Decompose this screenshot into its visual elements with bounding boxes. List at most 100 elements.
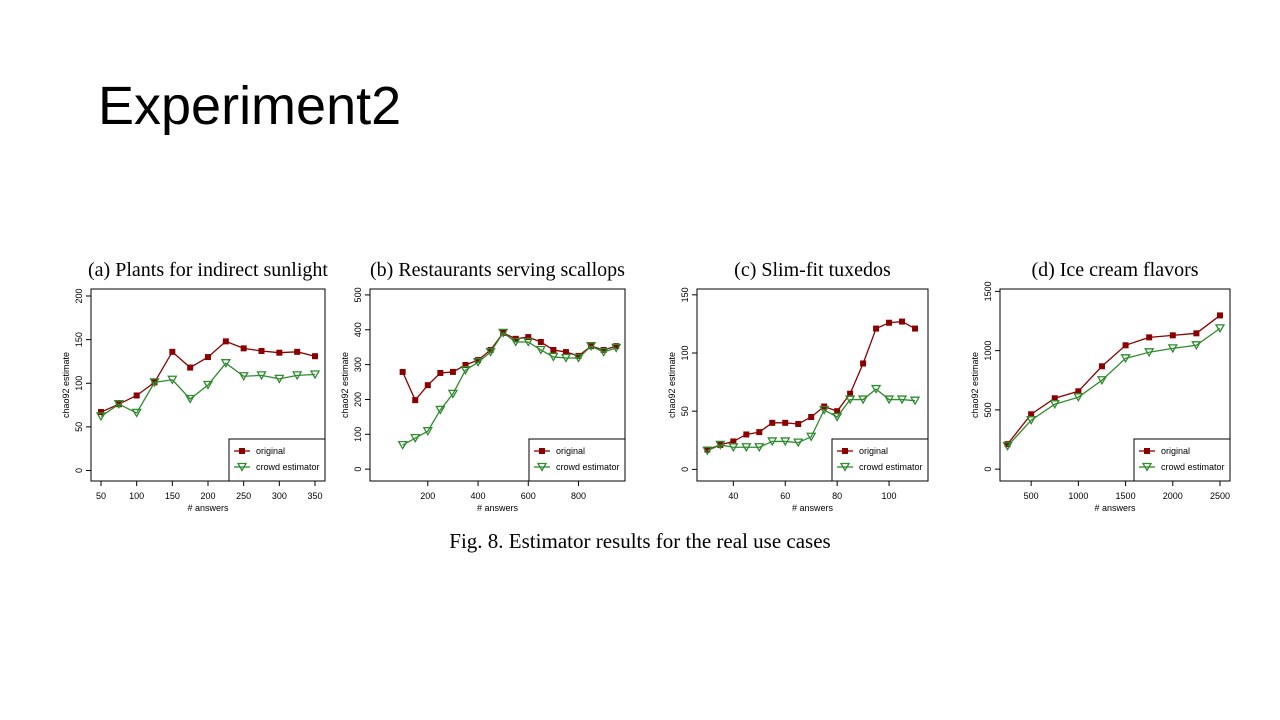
marker (834, 408, 841, 415)
marker (274, 374, 285, 384)
marker (883, 395, 895, 405)
marker (312, 353, 319, 360)
x-tick-label: 80 (832, 491, 842, 501)
chart: (a) Plants for indirect sunlight 50 100 150… (61, 259, 328, 513)
marker (839, 462, 851, 472)
y-tick-label: 100 (353, 427, 363, 442)
marker (743, 431, 750, 438)
marker (1096, 376, 1108, 386)
marker (399, 368, 406, 375)
marker (857, 395, 869, 405)
y-tick-label: 500 (983, 402, 993, 417)
marker (702, 446, 713, 456)
y-tick-label: 0 (983, 467, 993, 472)
marker (1193, 330, 1200, 337)
marker (97, 409, 104, 416)
x-tick-label: 60 (780, 491, 790, 501)
y-tick-label: 300 (353, 357, 363, 372)
marker (769, 419, 776, 426)
marker (1120, 354, 1131, 364)
marker (422, 427, 433, 436)
marker (598, 347, 609, 357)
marker (523, 337, 534, 347)
marker (292, 371, 303, 381)
legend-label: crowd estimator (859, 462, 923, 472)
legend-label: crowd estimator (556, 462, 620, 472)
series-line (1007, 327, 1221, 447)
marker (550, 346, 557, 353)
x-tick-label: 1500 (1116, 491, 1136, 501)
marker (613, 343, 620, 350)
marker (611, 343, 622, 353)
legend-label: original (256, 446, 285, 456)
x-tick-label: 800 (571, 491, 586, 501)
marker (1144, 348, 1155, 358)
marker (600, 346, 607, 353)
marker (1073, 393, 1084, 403)
chart: (b) Restaurants serving scallops 200 400 60… (340, 259, 626, 513)
marker (535, 345, 546, 355)
x-tick-label: 300 (272, 491, 287, 501)
x-tick-label: 350 (307, 491, 322, 501)
y-tick-label: 100 (74, 376, 84, 391)
x-tick-label: 50 (96, 491, 106, 501)
y-tick-label: 0 (680, 467, 690, 472)
marker (896, 395, 908, 405)
marker (220, 359, 231, 368)
marker (510, 337, 521, 347)
x-axis-label: # answers (1094, 503, 1136, 513)
marker (95, 412, 107, 422)
marker (1122, 342, 1129, 349)
marker (449, 368, 456, 375)
series-line (707, 388, 916, 452)
figure-caption: Fig. 8. Estimator results for the real u… (449, 529, 830, 553)
marker (1026, 416, 1037, 426)
y-tick-label: 1500 (983, 281, 993, 301)
series-line (707, 320, 916, 451)
legend-frame (228, 438, 326, 482)
marker (847, 390, 854, 397)
marker (185, 394, 196, 404)
x-tick-label: 250 (236, 491, 251, 501)
marker (258, 347, 265, 354)
x-tick-label: 1000 (1068, 491, 1088, 501)
series-line (402, 331, 617, 446)
marker (899, 318, 906, 325)
marker (1028, 411, 1035, 418)
marker (276, 349, 283, 356)
plot-frame (999, 288, 1231, 482)
marker (472, 358, 484, 367)
marker (536, 462, 548, 472)
marker (870, 384, 882, 394)
marker (222, 338, 229, 345)
marker (754, 443, 765, 453)
marker (485, 347, 496, 357)
y-tick-label: 50 (74, 422, 84, 432)
y-axis-label: chao92 estimate (667, 352, 677, 418)
y-tick-label: 100 (680, 345, 690, 360)
marker (149, 378, 160, 388)
marker (424, 382, 431, 389)
marker (1141, 462, 1153, 472)
marker (1191, 341, 1202, 351)
marker (240, 345, 247, 352)
marker (238, 372, 249, 382)
marker (909, 396, 921, 406)
marker (860, 360, 867, 367)
marker (412, 397, 419, 404)
y-tick-label: 400 (353, 322, 363, 337)
x-tick-label: 100 (882, 491, 897, 501)
marker (548, 352, 559, 362)
marker (239, 448, 245, 454)
marker (410, 433, 421, 443)
marker (1146, 334, 1153, 341)
x-tick-label: 2500 (1210, 491, 1230, 501)
y-tick-label: 150 (74, 332, 84, 347)
marker (741, 443, 752, 453)
y-tick-label: 1000 (983, 341, 993, 361)
y-tick-label: 200 (74, 288, 84, 303)
y-tick-label: 0 (74, 468, 84, 473)
marker (187, 364, 194, 371)
marker (537, 338, 544, 345)
chart: (c) Slim-fit tuxedos 40 60 80 100 0 50 100 150 # … (667, 259, 929, 513)
